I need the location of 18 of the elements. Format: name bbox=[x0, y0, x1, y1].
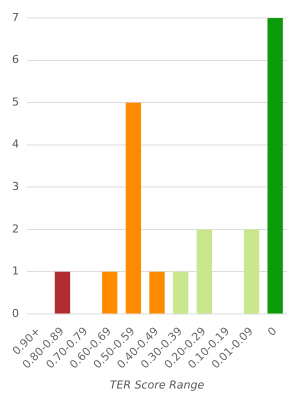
bar bbox=[126, 102, 142, 314]
y-tick-label: 2 bbox=[12, 222, 19, 236]
y-tick-label: 5 bbox=[12, 95, 19, 108]
y-tick-label: 6 bbox=[12, 53, 19, 66]
y-tick-label: 1 bbox=[12, 264, 19, 278]
bar bbox=[268, 18, 283, 314]
y-tick-label: 0 bbox=[12, 306, 19, 320]
y-tick-label: 7 bbox=[12, 10, 19, 24]
y-tick-label: 4 bbox=[12, 138, 19, 151]
bar bbox=[244, 229, 260, 314]
bar bbox=[196, 229, 212, 314]
bar bbox=[172, 272, 188, 314]
bar bbox=[149, 272, 165, 314]
x-axis-title: TER Score Range bbox=[110, 378, 204, 392]
y-tick-label: 3 bbox=[12, 180, 19, 194]
bar bbox=[102, 272, 118, 314]
bar bbox=[54, 272, 70, 314]
x-tick-label: 0 bbox=[265, 324, 280, 339]
